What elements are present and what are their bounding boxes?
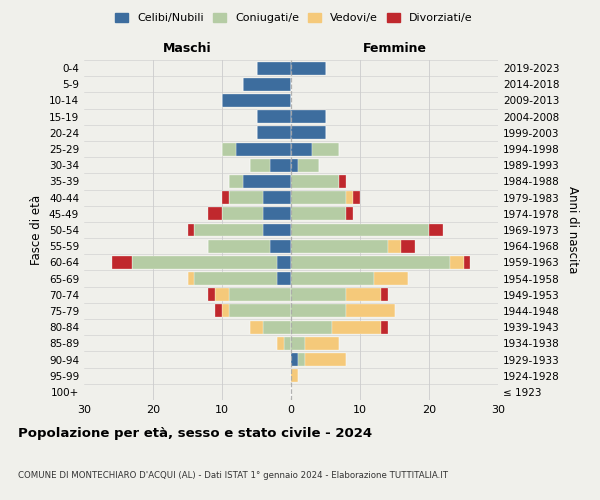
Bar (353, 191, 360, 204)
Bar (229, 191, 263, 204)
Bar (291, 142, 312, 156)
Bar (187, 224, 194, 236)
Bar (236, 142, 291, 156)
Bar (312, 142, 340, 156)
Bar (263, 208, 291, 220)
Bar (194, 224, 263, 236)
Bar (277, 337, 284, 350)
Bar (346, 191, 353, 204)
Bar (187, 272, 194, 285)
Bar (222, 304, 229, 318)
Bar (291, 337, 305, 350)
Text: Femmine: Femmine (362, 42, 427, 55)
Bar (250, 320, 263, 334)
Text: COMUNE DI MONTECHIARO D'ACQUI (AL) - Dati ISTAT 1° gennaio 2024 - Elaborazione T: COMUNE DI MONTECHIARO D'ACQUI (AL) - Dat… (18, 471, 448, 480)
Bar (194, 272, 277, 285)
Bar (291, 369, 298, 382)
Bar (222, 191, 229, 204)
Bar (291, 288, 346, 301)
Bar (305, 353, 346, 366)
Bar (401, 240, 415, 252)
Bar (242, 175, 291, 188)
Bar (374, 272, 409, 285)
Bar (291, 240, 388, 252)
Bar (222, 208, 263, 220)
Bar (464, 256, 470, 269)
Bar (277, 272, 291, 285)
Bar (263, 224, 291, 236)
Bar (222, 142, 236, 156)
Bar (257, 62, 291, 74)
Bar (263, 320, 291, 334)
Bar (291, 208, 346, 220)
Bar (291, 110, 325, 123)
Bar (381, 288, 388, 301)
Bar (222, 94, 291, 107)
Bar (340, 175, 346, 188)
Bar (133, 256, 277, 269)
Bar (208, 240, 271, 252)
Bar (208, 208, 222, 220)
Bar (291, 191, 346, 204)
Y-axis label: Anni di nascita: Anni di nascita (566, 186, 579, 274)
Bar (291, 224, 429, 236)
Bar (291, 353, 298, 366)
Bar (284, 337, 291, 350)
Bar (346, 208, 353, 220)
Bar (277, 256, 291, 269)
Bar (229, 288, 291, 301)
Bar (332, 320, 381, 334)
Y-axis label: Fasce di età: Fasce di età (31, 195, 43, 265)
Bar (229, 304, 291, 318)
Bar (291, 62, 325, 74)
Legend: Celibi/Nubili, Coniugati/e, Vedovi/e, Divorziati/e: Celibi/Nubili, Coniugati/e, Vedovi/e, Di… (113, 10, 475, 26)
Bar (271, 159, 291, 172)
Bar (291, 320, 332, 334)
Bar (271, 240, 291, 252)
Bar (242, 78, 291, 91)
Bar (263, 191, 291, 204)
Bar (291, 256, 450, 269)
Bar (208, 288, 215, 301)
Bar (112, 256, 133, 269)
Bar (298, 159, 319, 172)
Bar (257, 110, 291, 123)
Bar (215, 304, 222, 318)
Bar (388, 240, 401, 252)
Bar (346, 288, 381, 301)
Bar (229, 175, 242, 188)
Bar (381, 320, 388, 334)
Text: Maschi: Maschi (163, 42, 212, 55)
Bar (305, 337, 340, 350)
Bar (450, 256, 464, 269)
Bar (291, 304, 346, 318)
Bar (215, 288, 229, 301)
Bar (250, 159, 271, 172)
Bar (346, 304, 395, 318)
Bar (291, 126, 325, 140)
Bar (257, 126, 291, 140)
Bar (291, 175, 340, 188)
Bar (429, 224, 443, 236)
Bar (291, 272, 374, 285)
Bar (298, 353, 305, 366)
Text: Popolazione per età, sesso e stato civile - 2024: Popolazione per età, sesso e stato civil… (18, 427, 372, 440)
Bar (291, 159, 298, 172)
